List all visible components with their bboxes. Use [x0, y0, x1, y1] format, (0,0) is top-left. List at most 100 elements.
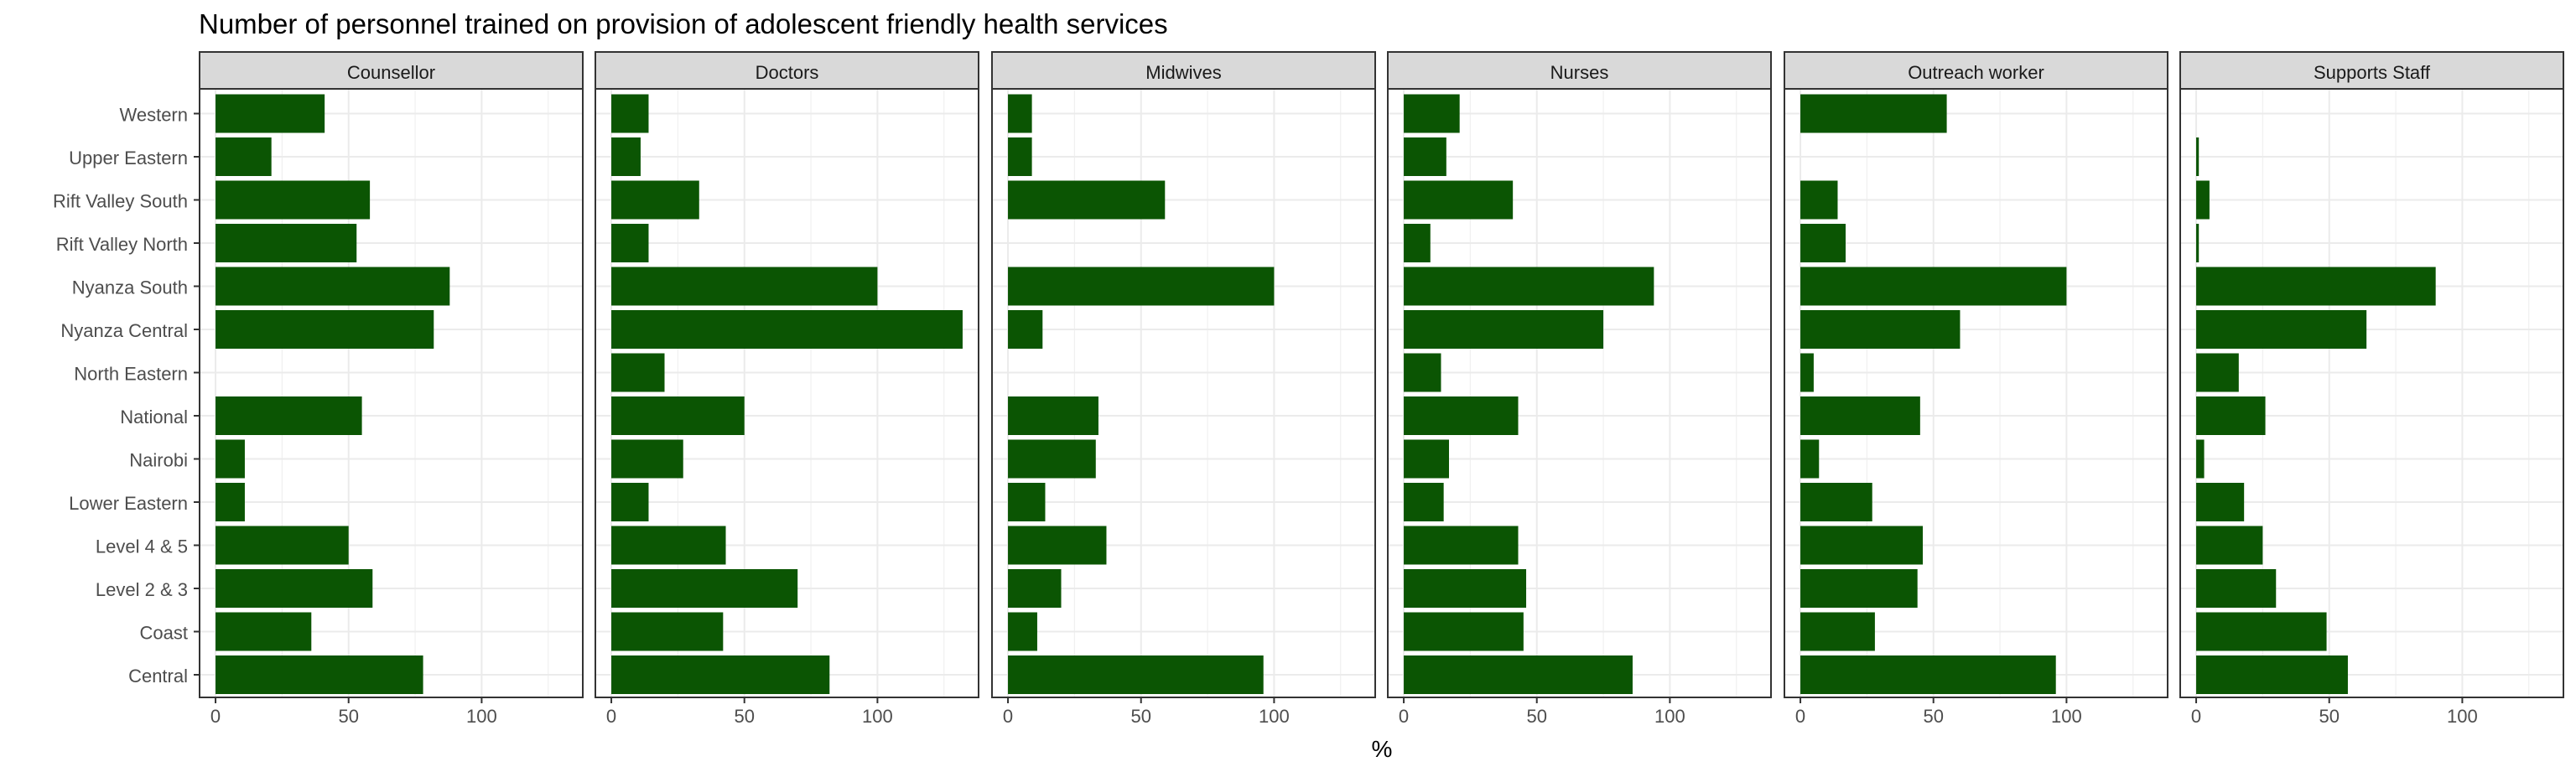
bar-doctors-level-4-and-5: [611, 526, 726, 565]
facet-strip: [199, 51, 584, 90]
x-axis-title: %: [1372, 736, 1393, 762]
bar-nurses-rift-valley-north: [1404, 224, 1431, 262]
bar-supports-staff-level-2-and-3: [2196, 569, 2277, 608]
category-label-upper-eastern: Upper Eastern: [69, 148, 188, 168]
category-label-north-eastern: North Eastern: [74, 364, 188, 385]
bar-counsellor-nairobi: [216, 439, 245, 479]
x-tick-label: 100: [1654, 706, 1685, 727]
bar-counsellor-coast: [216, 612, 312, 651]
bar-counsellor-lower-eastern: [216, 483, 245, 521]
x-tick-label: 0: [1003, 706, 1013, 727]
bar-counsellor-western: [216, 94, 325, 133]
bar-outreach-worker-rift-valley-south: [1800, 180, 1838, 220]
bar-outreach-worker-rift-valley-north: [1800, 224, 1846, 262]
category-label-national: National: [120, 407, 188, 427]
bar-counsellor-rift-valley-south: [216, 180, 371, 220]
bar-doctors-lower-eastern: [611, 483, 649, 521]
facet-strip-label: Counsellor: [347, 62, 435, 83]
bar-doctors-central: [611, 655, 830, 694]
bar-counsellor-level-2-and-3: [216, 569, 373, 608]
x-tick-label: 100: [2051, 706, 2082, 727]
bar-doctors-rift-valley-north: [611, 224, 649, 262]
bar-doctors-north-eastern: [611, 353, 665, 392]
x-tick-label: 50: [1526, 706, 1546, 727]
bar-supports-staff-rift-valley-north: [2196, 224, 2199, 262]
bar-midwives-level-2-and-3: [1008, 569, 1062, 608]
facet-strip-label: Supports Staff: [2314, 62, 2431, 83]
bar-midwives-nyanza-south: [1008, 267, 1275, 306]
bar-supports-staff-central: [2196, 655, 2348, 694]
category-label-western: Western: [119, 105, 188, 126]
bar-supports-staff-lower-eastern: [2196, 483, 2245, 521]
facet-strip-label: Doctors: [756, 62, 819, 83]
facet-strip-label: Midwives: [1145, 62, 1221, 83]
bar-outreach-worker-level-2-and-3: [1800, 569, 1918, 608]
bar-nurses-level-2-and-3: [1404, 569, 1527, 608]
bar-doctors-upper-eastern: [611, 137, 641, 176]
bar-counsellor-national: [216, 396, 362, 435]
facet-panel-doctors: Doctors 0 50 100: [595, 51, 979, 727]
facet-strip-label: Outreach worker: [1908, 62, 2044, 83]
facet-border: [1784, 88, 2168, 698]
facet-panel-nurses: Nurses 0 50 100: [1387, 51, 1772, 727]
category-label-nairobi: Nairobi: [129, 450, 188, 471]
bar-doctors-nyanza-central: [611, 310, 963, 349]
bar-nurses-upper-eastern: [1404, 137, 1446, 176]
facet-border: [595, 88, 979, 698]
bar-nurses-lower-eastern: [1404, 483, 1444, 521]
bar-midwives-upper-eastern: [1008, 137, 1032, 176]
x-tick-label: 50: [734, 706, 754, 727]
bar-nurses-nyanza-south: [1404, 267, 1654, 306]
bar-midwives-central: [1008, 655, 1264, 694]
bar-doctors-nairobi: [611, 439, 683, 479]
bar-midwives-level-4-and-5: [1008, 526, 1107, 565]
x-tick-label: 0: [606, 706, 616, 727]
x-tick-label: 0: [2191, 706, 2201, 727]
bar-midwives-national: [1008, 396, 1098, 435]
bar-nurses-rift-valley-south: [1404, 180, 1514, 220]
bar-counsellor-rift-valley-north: [216, 224, 357, 262]
facet-panels: Counsellor 0 50 100 Doctors 0 50 100 Midwives 0 50…: [199, 51, 2564, 727]
bar-doctors-national: [611, 396, 745, 435]
x-tick-label: 50: [1923, 706, 1943, 727]
bar-doctors-western: [611, 94, 649, 133]
facet-border: [1387, 88, 1772, 698]
category-label-level-4-and-5: Level 4 & 5: [96, 536, 188, 557]
category-label-nyanza-south: Nyanza South: [72, 277, 188, 298]
bar-outreach-worker-coast: [1800, 612, 1875, 651]
facet-strip: [595, 51, 979, 90]
bar-nurses-nyanza-central: [1404, 310, 1604, 349]
facet-panel-outreach-worker: Outreach worker 0 50 100: [1784, 51, 2168, 727]
bar-supports-staff-nyanza-central: [2196, 310, 2367, 349]
category-label-rift-valley-south: Rift Valley South: [53, 191, 188, 212]
facet-strip: [1387, 51, 1772, 90]
bar-doctors-coast: [611, 612, 724, 651]
bar-midwives-coast: [1008, 612, 1037, 651]
bar-outreach-worker-central: [1800, 655, 2056, 694]
x-tick-label: 50: [1130, 706, 1150, 727]
facet-strip: [991, 51, 1376, 90]
x-tick-label: 50: [2319, 706, 2339, 727]
bar-doctors-rift-valley-south: [611, 180, 699, 220]
category-label-lower-eastern: Lower Eastern: [69, 493, 188, 514]
facet-border: [199, 88, 584, 698]
facet-strip: [1784, 51, 2168, 90]
bar-outreach-worker-lower-eastern: [1800, 483, 1872, 521]
bar-supports-staff-north-eastern: [2196, 353, 2239, 392]
bar-counsellor-upper-eastern: [216, 137, 272, 176]
x-tick-label: 0: [1795, 706, 1805, 727]
facet-panel-counsellor: Counsellor 0 50 100: [199, 51, 584, 727]
category-label-central: Central: [128, 666, 188, 687]
bar-outreach-worker-level-4-and-5: [1800, 526, 1924, 565]
bar-supports-staff-coast: [2196, 612, 2327, 651]
category-label-level-2-and-3: Level 2 & 3: [96, 579, 188, 600]
x-tick-label: 0: [1399, 706, 1409, 727]
bar-midwives-rift-valley-south: [1008, 180, 1166, 220]
x-tick-label: 100: [2447, 706, 2478, 727]
bar-counsellor-level-4-and-5: [216, 526, 349, 565]
chart-title: Number of personnel trained on provision…: [199, 8, 1168, 39]
bar-supports-staff-nyanza-south: [2196, 267, 2436, 306]
bar-outreach-worker-nyanza-central: [1800, 310, 1961, 349]
category-label-rift-valley-north: Rift Valley North: [56, 234, 188, 255]
